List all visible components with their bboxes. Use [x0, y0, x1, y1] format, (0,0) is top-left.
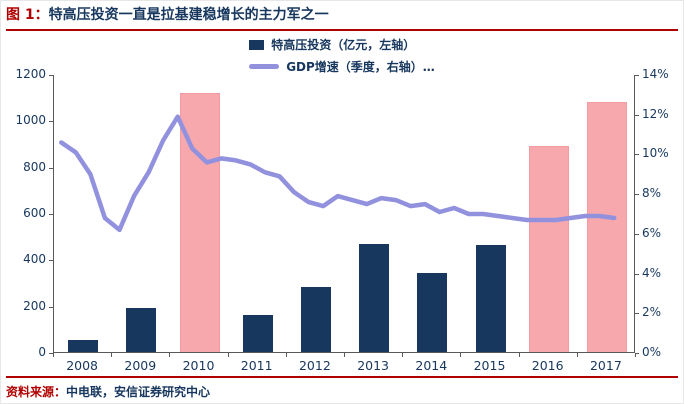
x-axis: 2008 2009 2010 2011 2012 2013 2014 2015 2016 2017: [53, 353, 636, 375]
left-axis-label: 200: [23, 298, 46, 313]
right-axis-label: 2%: [642, 305, 662, 320]
bar-2013: [359, 244, 390, 352]
gdp-line: [59, 114, 617, 233]
plot-area: [53, 75, 635, 353]
right-axis-label: 6%: [642, 225, 662, 240]
x-axis-label-2011: 2011: [240, 358, 273, 373]
page-title: 特高压投资一直是拉基建稳增长的主力军之一: [48, 7, 329, 23]
right-axis-label: 14%: [642, 67, 669, 81]
right-axis-tick: [635, 114, 639, 116]
x-axis-tick: [53, 353, 54, 357]
left-axis-label: 1000: [15, 113, 46, 128]
x-axis-label-2009: 2009: [124, 358, 157, 373]
figure-label: 图 1：: [6, 7, 49, 23]
x-axis-tick: [635, 353, 636, 357]
bar-swatch-icon: [249, 39, 265, 50]
right-axis-label: 0%: [642, 345, 662, 359]
x-axis-label-2010: 2010: [182, 358, 215, 373]
left-axis-tick: [49, 306, 53, 308]
left-axis-label: 600: [23, 206, 46, 220]
x-axis-tick: [169, 353, 171, 357]
x-axis-tick: [460, 353, 462, 357]
source-label: 资料来源：: [6, 385, 67, 399]
x-axis-label-2008: 2008: [66, 358, 98, 373]
right-axis-tick: [635, 273, 639, 275]
right-axis-tick: [635, 154, 639, 156]
left-axis-tick: [49, 214, 53, 215]
legend-items: 特高压投资（亿元，左轴） GDP增速（季度，右轴）…: [249, 37, 435, 74]
bar-2016: [528, 145, 569, 352]
legend-item-bars: 特高压投资（亿元，左轴）: [249, 37, 435, 52]
bar-2009: [126, 308, 157, 352]
x-axis-tick: [576, 353, 578, 357]
x-axis-label-2016: 2016: [531, 358, 564, 373]
left-axis-label: 800: [23, 159, 46, 174]
right-axis-label: 12%: [642, 106, 669, 121]
left-axis-tick: [49, 167, 53, 169]
source-text: 中电联，安信证券研究中心: [66, 385, 211, 399]
legend: 特高压投资（亿元，左轴） GDP增速（季度，右轴）…: [1, 37, 683, 74]
x-axis-label-2014: 2014: [415, 358, 448, 373]
x-axis-label-2012: 2012: [298, 358, 331, 373]
x-axis-label-2013: 2013: [357, 358, 389, 373]
right-axis-label: 8%: [642, 186, 662, 201]
line-swatch-icon: [249, 64, 280, 69]
left-axis-tick: [49, 353, 53, 354]
right-axis: 0% 2% 4% 6% 8% 10% 12% 14%: [635, 67, 683, 359]
left-axis-label: 1200: [15, 67, 46, 81]
bar-2017: [586, 101, 627, 352]
x-axis-label-2015: 2015: [473, 358, 506, 373]
left-axis-tick: [49, 121, 53, 123]
right-axis-tick: [635, 194, 639, 196]
left-axis-tick: [49, 260, 53, 262]
source-note: 资料来源：中电联，安信证券研究中心: [6, 376, 678, 400]
x-axis-tick: [518, 353, 520, 357]
right-axis-tick: [635, 233, 639, 235]
x-axis-tick: [111, 353, 113, 357]
gdp-line-layer: [59, 114, 617, 233]
legend-item-line: GDP增速（季度，右轴）…: [249, 59, 435, 74]
left-axis-tick: [49, 75, 53, 76]
x-axis-tick: [344, 353, 345, 357]
x-axis-tick: [402, 353, 404, 357]
left-axis-label: 0: [38, 345, 46, 359]
right-axis-tick: [635, 353, 639, 354]
right-axis-tick: [635, 75, 639, 76]
x-axis-tick: [227, 353, 229, 357]
x-axis-tick: [285, 353, 287, 357]
chart-header: 图 1：特高压投资一直是拉基建稳增长的主力军之一: [6, 3, 678, 31]
left-axis: 0 200 400 600 800 1000 1200: [1, 67, 53, 359]
legend-label-bars: 特高压投资（亿元，左轴）: [271, 38, 416, 52]
bar-2008: [68, 340, 99, 352]
right-axis-label: 4%: [642, 265, 662, 280]
legend-label-line: GDP增速（季度，右轴）…: [286, 60, 435, 74]
left-axis-label: 400: [23, 252, 46, 267]
right-axis-label: 10%: [642, 146, 669, 161]
bar-2014: [417, 273, 448, 352]
bar-2015: [475, 245, 506, 352]
x-axis-label-2017: 2017: [589, 358, 622, 373]
bar-2012: [300, 287, 331, 352]
bar-2011: [242, 314, 273, 352]
right-axis-tick: [635, 313, 639, 315]
bars-layer: [54, 75, 634, 352]
